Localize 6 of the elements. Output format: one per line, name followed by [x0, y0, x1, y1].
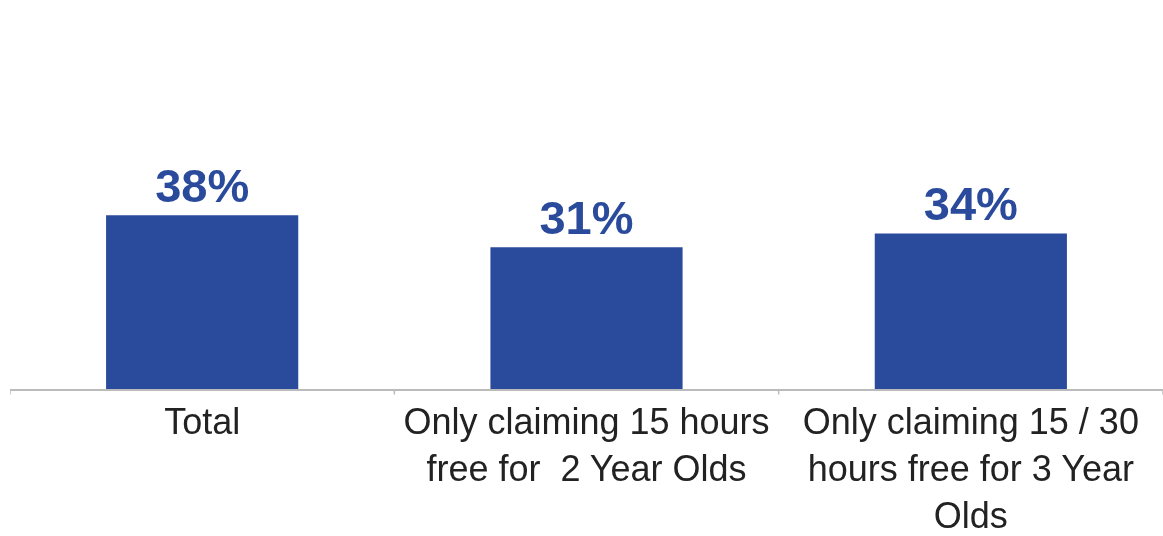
x-tick-label: Only claiming 15 / 30 hours free for 3 Year Olds: [802, 400, 1139, 536]
x-tick-label: Total: [164, 400, 241, 442]
data-label: 31%: [539, 191, 634, 245]
x-tick-label: Only claiming 15 hours free for 2 Year Olds: [403, 400, 770, 489]
data-label: 34%: [923, 177, 1018, 231]
data-label: 38%: [155, 159, 250, 213]
